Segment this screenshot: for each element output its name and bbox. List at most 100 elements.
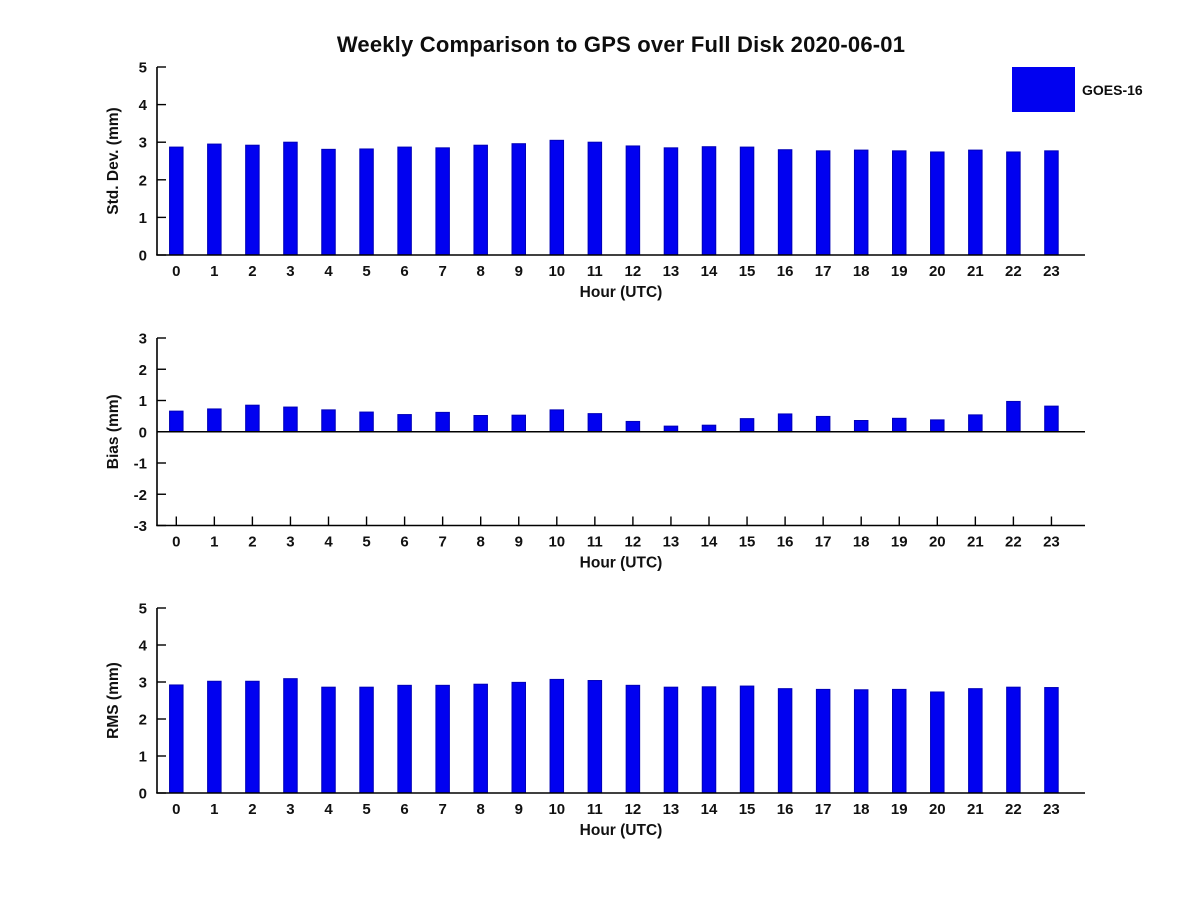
y-tick-label: 1: [139, 749, 147, 766]
bar: [777, 688, 793, 794]
x-tick-label: 11: [587, 534, 603, 551]
x-tick-label: 23: [1043, 534, 1060, 551]
x-tick-label: 16: [777, 263, 794, 280]
bar: [853, 149, 869, 256]
x-tick-label: 22: [1005, 801, 1022, 818]
y-tick-label: -3: [134, 518, 147, 535]
bar: [930, 151, 945, 256]
bar: [701, 686, 717, 794]
bar: [169, 684, 184, 794]
x-tick-label: 4: [324, 263, 333, 280]
bar: [511, 681, 526, 794]
bar: [435, 147, 450, 256]
y-tick-label: 1: [139, 393, 147, 410]
y-tick-label: 2: [139, 362, 147, 379]
x-tick-label: 14: [701, 534, 718, 551]
x-tick-label: 17: [815, 263, 832, 280]
x-tick-label: 7: [438, 534, 446, 551]
bar: [321, 148, 336, 256]
legend-swatch-goes-16: [1012, 67, 1075, 112]
y-tick-label: 0: [139, 248, 147, 265]
y-tick-label: 2: [139, 172, 147, 189]
bar: [663, 686, 679, 794]
bar: [473, 415, 488, 433]
x-tick-label: 22: [1005, 534, 1022, 551]
bar: [663, 425, 679, 433]
bar: [283, 141, 298, 256]
bar: [435, 684, 450, 794]
bar: [511, 143, 526, 256]
bar: [207, 143, 222, 256]
bar: [511, 414, 526, 433]
bar: [549, 409, 565, 433]
y-tick-label: 3: [139, 135, 147, 152]
x-tick-label: 20: [929, 801, 946, 818]
bar: [587, 680, 603, 794]
x-tick-label: 15: [739, 263, 756, 280]
bar: [549, 139, 565, 256]
x-tick-label: 12: [625, 534, 642, 551]
bar: [739, 418, 755, 433]
y-tick-label: 4: [139, 97, 148, 114]
x-tick-label: 13: [663, 801, 680, 818]
bar: [283, 406, 298, 433]
bar: [397, 146, 412, 256]
bar: [815, 150, 831, 256]
bar: [701, 146, 717, 256]
x-tick-label: 8: [477, 534, 485, 551]
bar: [359, 411, 374, 433]
x-tick-label: 10: [548, 263, 565, 280]
x-tick-label: 15: [739, 534, 756, 551]
x-tick-label: 21: [967, 534, 984, 551]
bar: [777, 413, 793, 433]
bar: [701, 424, 717, 433]
bar: [1044, 405, 1059, 433]
y-tick-label: 3: [139, 331, 147, 348]
x-tick-label: 6: [400, 801, 408, 818]
bar: [397, 414, 412, 433]
bar: [473, 683, 488, 794]
legend-label-goes-16: GOES-16: [1082, 81, 1143, 98]
x-tick-label: 22: [1005, 263, 1022, 280]
bar: [321, 409, 336, 433]
y-tick-label: 4: [139, 638, 148, 655]
x-tick-label: 21: [967, 263, 984, 280]
bar: [892, 150, 907, 256]
y-axis-label: RMS (mm): [105, 662, 122, 739]
bar: [853, 689, 869, 794]
bar: [968, 414, 983, 433]
bar: [663, 147, 679, 256]
bar: [892, 688, 907, 794]
x-tick-label: 18: [853, 801, 870, 818]
y-axis-label: Bias (mm): [105, 394, 122, 469]
y-tick-label: -2: [134, 487, 147, 504]
x-tick-label: 8: [477, 263, 485, 280]
x-tick-label: 12: [625, 263, 642, 280]
y-tick-label: 0: [139, 786, 147, 803]
bar: [625, 145, 641, 256]
x-tick-label: 19: [891, 263, 908, 280]
x-tick-label: 5: [362, 263, 370, 280]
x-tick-label: 17: [815, 534, 832, 551]
x-axis-label: Hour (UTC): [580, 555, 663, 572]
x-tick-label: 9: [515, 263, 523, 280]
x-tick-label: 2: [248, 801, 256, 818]
x-tick-label: 19: [891, 801, 908, 818]
x-tick-label: 19: [891, 534, 908, 551]
bar: [1044, 687, 1059, 794]
x-tick-label: 2: [248, 263, 256, 280]
x-tick-label: 5: [362, 801, 370, 818]
x-tick-label: 17: [815, 801, 832, 818]
y-tick-label: 5: [139, 60, 147, 77]
bar: [359, 686, 374, 794]
x-tick-label: 16: [777, 534, 794, 551]
bar: [930, 691, 945, 794]
bar: [359, 148, 374, 256]
x-tick-label: 1: [210, 801, 218, 818]
y-tick-label: 2: [139, 712, 147, 729]
x-tick-label: 3: [286, 534, 294, 551]
bar: [930, 419, 945, 433]
bar: [1006, 400, 1021, 433]
